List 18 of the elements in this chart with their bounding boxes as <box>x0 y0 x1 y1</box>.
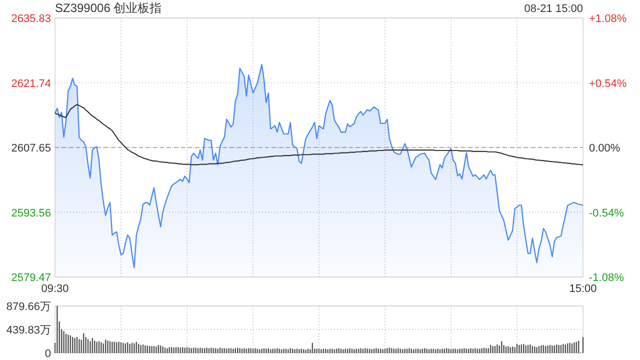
y-tick-label: 2621.74 <box>11 78 51 90</box>
line-series <box>54 104 584 166</box>
y2-tick-label: -1.08% <box>589 272 624 284</box>
y2-tick-label: -0.54% <box>589 207 624 220</box>
y2-tick-label: +0.54% <box>589 78 627 90</box>
x-tick-label: 09:30 <box>41 283 69 295</box>
y-tick-label: 2635.83 <box>11 13 51 25</box>
y-tick-label: 0 <box>44 348 51 360</box>
y2-tick-label: 0.00% <box>589 142 620 154</box>
y-tick-label: 2593.56 <box>11 207 51 220</box>
y-tick-label: 879.66万 <box>6 301 51 313</box>
y2-tick-label: +1.08% <box>589 13 627 25</box>
y-tick-label: 2579.47 <box>11 272 51 284</box>
x-tick-label: 15:00 <box>569 283 597 295</box>
chart-subtitle: 08-21 15:00 <box>524 3 583 15</box>
chart-title: SZ399006 创业板指 <box>55 1 162 15</box>
y-tick-label: 2607.65 <box>11 142 51 154</box>
y-tick-label: 439.83万 <box>6 324 51 336</box>
